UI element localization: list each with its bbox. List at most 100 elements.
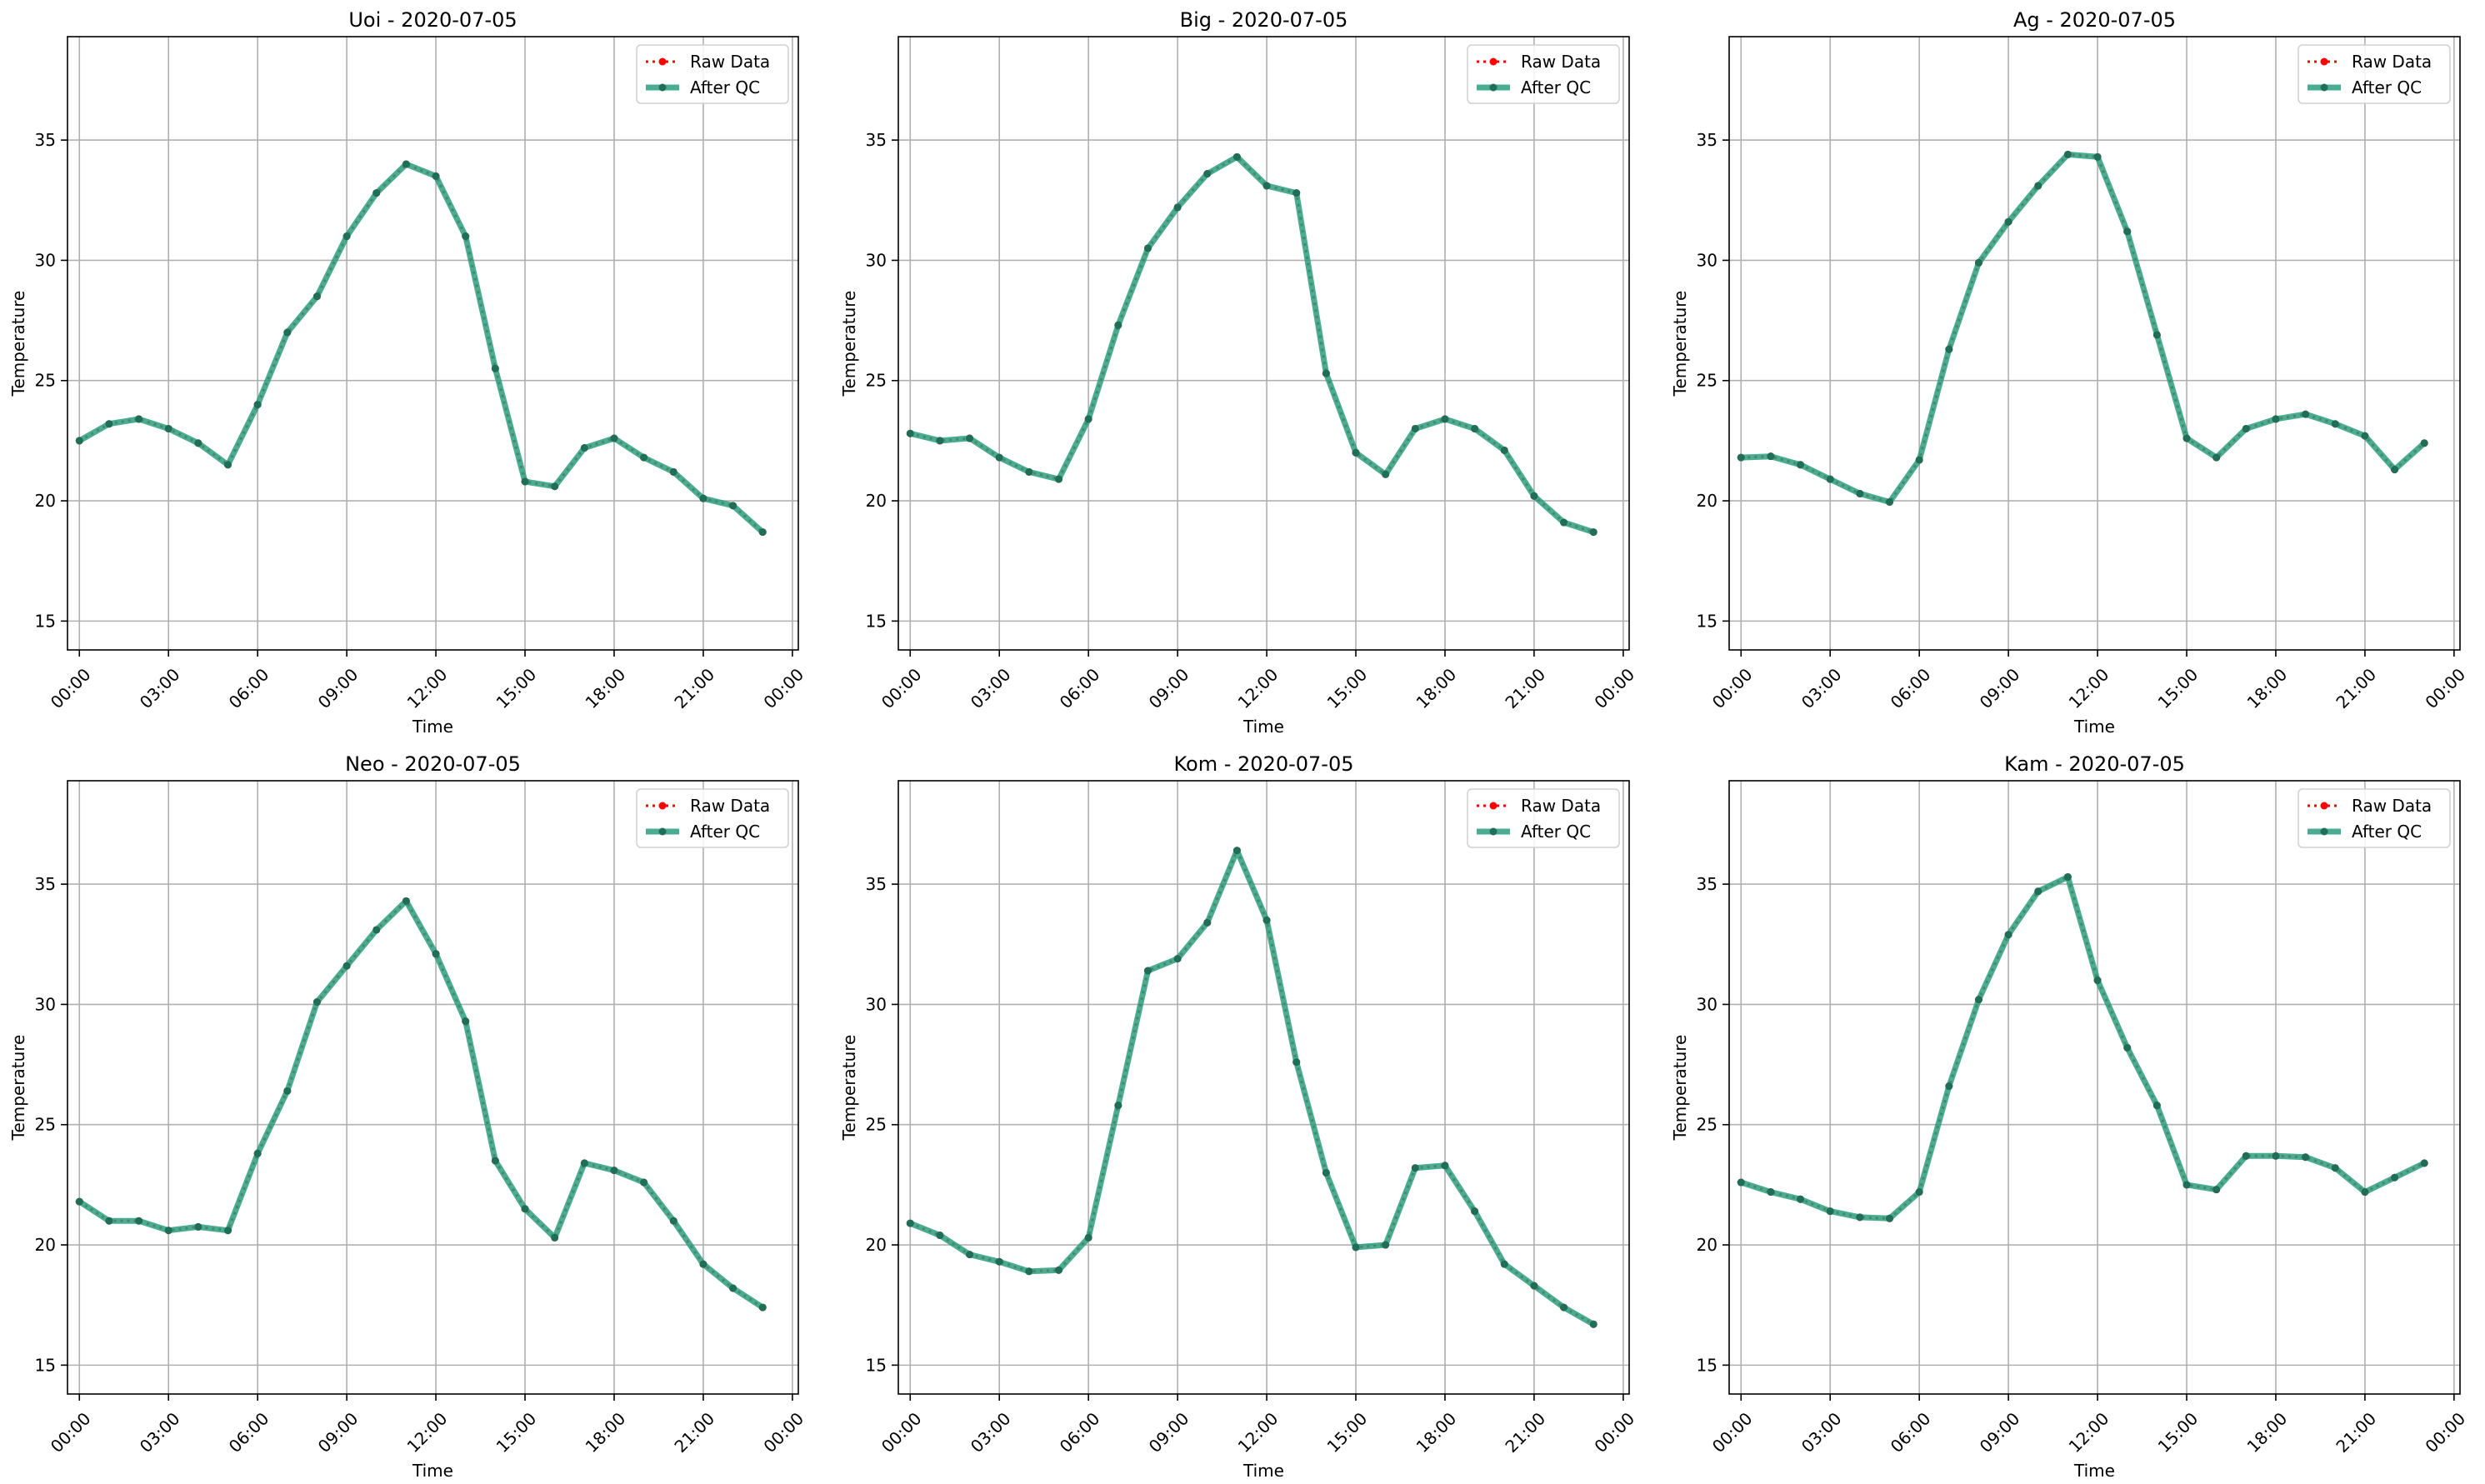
after-qc-point <box>432 950 440 958</box>
after-qc-point <box>1055 475 1063 483</box>
axes-frame <box>898 780 1630 1395</box>
x-tick-label: 06:00 <box>1056 664 1104 712</box>
after-qc-point <box>1173 203 1182 212</box>
x-tick-label: 21:00 <box>670 1408 718 1457</box>
after-qc-point <box>551 482 559 491</box>
raw-data-line <box>78 898 764 1309</box>
after-qc-line <box>78 897 765 1311</box>
x-tick-label: 18:00 <box>1412 1408 1461 1457</box>
after-qc-point <box>432 172 440 180</box>
subplot-4: 00:00 03:00 06:00 09:00 12:00 15:00 18:00 21:00… <box>8 752 808 1481</box>
after-qc-point <box>2302 1153 2310 1162</box>
after-qc-point <box>75 1197 83 1206</box>
raw-data-line <box>909 847 1594 1326</box>
x-tick-label: 00:00 <box>1590 664 1638 712</box>
y-tick-label: 30 <box>866 994 887 1014</box>
after-qc-point <box>610 434 618 442</box>
after-qc-point <box>105 420 113 428</box>
after-qc-point <box>2004 931 2012 939</box>
axes-frame <box>1728 36 2461 651</box>
after-qc-point <box>1945 345 1953 353</box>
y-tick-label: 35 <box>1697 874 1718 894</box>
after-qc-point <box>2123 227 2132 236</box>
after-qc-point <box>2242 1152 2250 1160</box>
x-tick-label: 00:00 <box>1590 1408 1638 1457</box>
after-qc-point <box>966 1251 974 1259</box>
x-tick-label: 12:00 <box>403 664 452 712</box>
y-tick-label: 35 <box>35 130 56 150</box>
after-qc-point <box>729 502 738 510</box>
after-qc-point <box>1589 1320 1598 1328</box>
after-qc-point <box>2361 1188 2369 1197</box>
x-tick-label: 06:00 <box>1056 1408 1104 1457</box>
after-qc-point <box>1143 967 1152 975</box>
after-qc-point <box>2212 453 2221 462</box>
x-tick-label: 09:00 <box>1145 1408 1193 1457</box>
after-qc-point <box>1826 1207 1834 1216</box>
legend: Raw Data After QC <box>2298 44 2451 104</box>
x-tick-label: 06:00 <box>225 1408 273 1457</box>
after-qc-point <box>372 926 381 934</box>
y-tick-label: 20 <box>1697 1235 1718 1255</box>
after-qc-point <box>1471 424 1479 432</box>
after-qc-line <box>908 847 1595 1327</box>
subplot-title: Uoi - 2020-07-05 <box>348 8 517 32</box>
after-qc-point <box>135 1217 143 1225</box>
axes-frame <box>898 36 1630 651</box>
x-tick-label: 12:00 <box>2065 1408 2113 1457</box>
legend-raw-marker <box>1489 802 1498 810</box>
after-qc-point <box>1974 996 1982 1004</box>
after-qc-point <box>699 494 708 502</box>
x-tick-label: 18:00 <box>582 664 630 712</box>
x-tick-label: 00:00 <box>47 1408 95 1457</box>
x-tick-label: 15:00 <box>2154 664 2202 712</box>
x-tick-label: 03:00 <box>967 664 1015 712</box>
x-tick-label: 18:00 <box>1412 664 1461 712</box>
legend-raw-marker <box>658 57 667 66</box>
after-qc-point <box>2004 217 2012 226</box>
x-tick-label: 00:00 <box>759 664 808 712</box>
x-tick-label: 12:00 <box>2065 664 2113 712</box>
after-qc-point <box>1767 452 1775 461</box>
after-qc-point <box>1560 1303 1568 1312</box>
legend-qc-marker <box>1489 83 1498 92</box>
subplot-3: 00:00 03:00 06:00 09:00 12:00 15:00 18:00 21:00… <box>1670 8 2469 737</box>
y-tick-label: 15 <box>1697 611 1718 631</box>
subplot-title: Big - 2020-07-05 <box>1180 8 1348 32</box>
after-qc-point <box>1084 1233 1092 1242</box>
after-qc-point <box>1471 1207 1479 1216</box>
x-tick-label: 03:00 <box>1798 1408 1846 1457</box>
legend-qc-marker <box>2320 83 2328 92</box>
axes-frame <box>1728 780 2461 1395</box>
x-axis-label: Time <box>2073 717 2115 737</box>
x-tick-label: 15:00 <box>1323 1408 1372 1457</box>
after-qc-point <box>402 160 410 168</box>
x-tick-label: 15:00 <box>492 664 541 712</box>
x-tick-label: 03:00 <box>136 664 184 712</box>
after-qc-point <box>164 424 172 432</box>
after-qc-point <box>1025 1267 1033 1276</box>
after-qc-point <box>2152 331 2161 339</box>
after-qc-line <box>78 161 765 535</box>
legend-raw-marker <box>1489 57 1498 66</box>
x-tick-label: 09:00 <box>1976 1408 2024 1457</box>
after-qc-line <box>909 153 1595 535</box>
after-qc-point <box>640 453 648 462</box>
after-qc-point <box>1262 182 1271 190</box>
x-tick-label: 21:00 <box>670 664 718 712</box>
x-tick-label: 21:00 <box>1501 664 1549 712</box>
after-qc-point <box>699 1260 708 1268</box>
subplot-title: Neo - 2020-07-05 <box>345 752 521 776</box>
after-qc-point <box>1322 1168 1330 1177</box>
after-qc-point <box>995 453 1003 462</box>
x-tick-label: 00:00 <box>2421 664 2469 712</box>
after-qc-point <box>640 1178 648 1187</box>
after-qc-point <box>995 1257 1003 1266</box>
after-qc-point <box>2063 150 2072 158</box>
x-tick-label: 00:00 <box>2421 1408 2469 1457</box>
after-qc-point <box>758 1303 767 1312</box>
after-qc-point <box>1292 1058 1301 1067</box>
after-qc-point <box>669 1217 678 1225</box>
after-qc-point <box>2242 424 2250 432</box>
legend-raw-label: Raw Data <box>2352 52 2432 72</box>
